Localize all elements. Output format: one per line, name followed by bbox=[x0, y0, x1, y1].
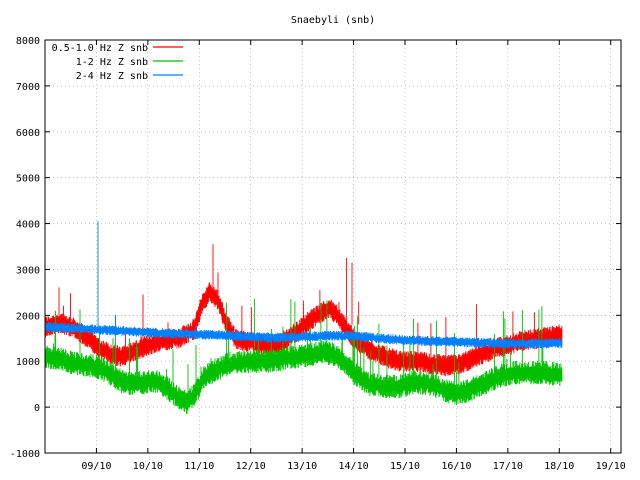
x-tick-label: 16/10 bbox=[441, 461, 471, 472]
legend: 0.5-1.0 Hz Z snb 1-2 Hz Z snb 2-4 Hz Z snb bbox=[52, 43, 183, 82]
legend-label: 0.5-1.0 Hz Z snb bbox=[52, 43, 148, 54]
plot-frame bbox=[44, 39, 622, 454]
chart-title: Snaebyli (snb) bbox=[291, 15, 375, 26]
y-tick-label: 7000 bbox=[16, 82, 40, 93]
y-tick-label: 0 bbox=[34, 403, 40, 414]
x-tick-label: 13/10 bbox=[287, 461, 317, 472]
y-tick-label: 5000 bbox=[16, 174, 40, 185]
x-tick-label: 10/10 bbox=[133, 461, 163, 472]
y-tick-label: 8000 bbox=[16, 36, 40, 47]
x-tick-label: 17/10 bbox=[493, 461, 523, 472]
legend-label: 1-2 Hz Z snb bbox=[76, 57, 148, 68]
legend-label: 2-4 Hz Z snb bbox=[76, 71, 148, 82]
y-tick-label: -1000 bbox=[10, 449, 40, 460]
x-tick-label: 12/10 bbox=[236, 461, 266, 472]
x-tick-label: 15/10 bbox=[390, 461, 420, 472]
y-tick-label: 2000 bbox=[16, 311, 40, 322]
x-tick-label: 11/10 bbox=[184, 461, 214, 472]
x-tick-label: 14/10 bbox=[339, 461, 369, 472]
y-tick-label: 1000 bbox=[16, 357, 40, 368]
x-tick-label: 19/10 bbox=[596, 461, 626, 472]
y-tick-label: 4000 bbox=[16, 220, 40, 231]
axis-ticks: -1000 0 1000 2000 3000 4000 5000 6000 7000 8000 09… bbox=[10, 36, 626, 472]
y-tick-label: 3000 bbox=[16, 265, 40, 276]
y-tick-label: 6000 bbox=[16, 128, 40, 139]
x-tick-label: 18/10 bbox=[544, 461, 574, 472]
x-tick-label: 09/10 bbox=[81, 461, 111, 472]
